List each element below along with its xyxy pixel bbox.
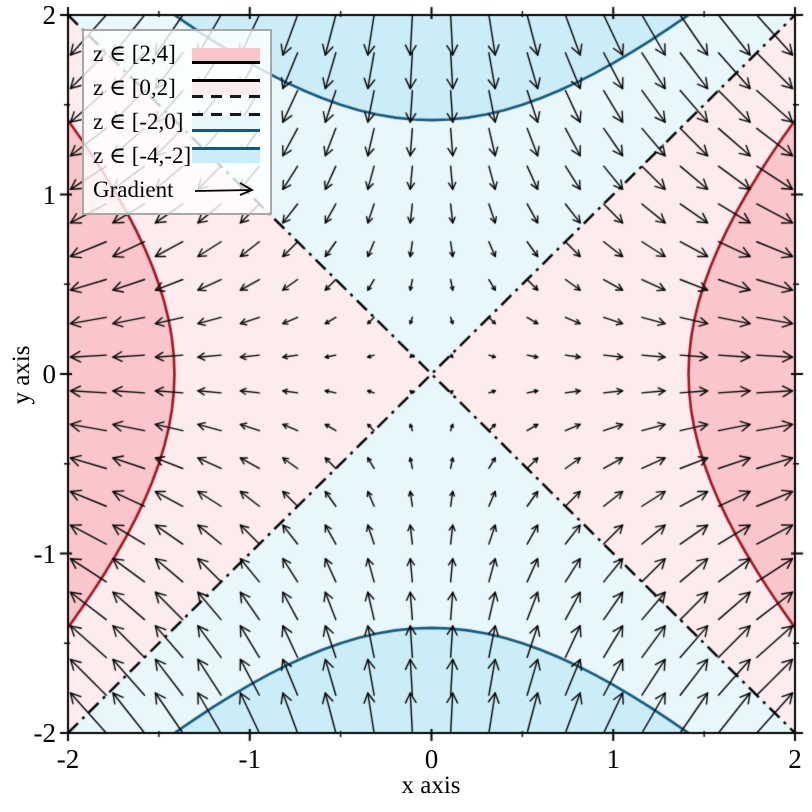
- legend-interval-swatch: [192, 146, 260, 166]
- y-tick-label: 2: [42, 0, 57, 30]
- legend-item-z-0-2: z ∈ [0,2]: [93, 71, 260, 105]
- y-axis-title: y axis: [8, 345, 35, 405]
- legend-label: z ∈ [0,2]: [93, 75, 176, 100]
- legend-item-gradient: Gradient: [93, 173, 260, 207]
- legend-interval-swatch: [192, 112, 260, 132]
- x-tick-label: -1: [238, 744, 262, 774]
- legend-label: Gradient: [93, 177, 174, 202]
- x-tick-label: 2: [788, 744, 802, 774]
- y-tick-label: 0: [42, 359, 57, 389]
- legend-item-z-m4-m2: z ∈ [-4,-2]: [93, 139, 260, 173]
- x-axis-title: x axis: [401, 772, 461, 799]
- plot-legend: z ∈ [2,4] z ∈ [0,2] z ∈ [-2,0] z ∈ [-4,-…: [82, 29, 272, 215]
- legend-label: z ∈ [-2,0]: [93, 109, 184, 134]
- legend-item-z-2-4: z ∈ [2,4]: [93, 37, 260, 71]
- gradient-arrow-icon: [192, 179, 260, 201]
- legend-label: z ∈ [2,4]: [93, 41, 176, 66]
- y-tick-label: -1: [33, 538, 57, 569]
- legend-interval-swatch: [192, 45, 260, 64]
- x-tick-label: -2: [56, 744, 80, 774]
- legend-label: z ∈ [-4,-2]: [93, 143, 192, 168]
- legend-item-z-m2-0: z ∈ [-2,0]: [93, 105, 260, 139]
- y-tick-label: 1: [42, 179, 57, 210]
- y-tick-label: -2: [33, 718, 57, 748]
- x-tick-label: 0: [424, 744, 439, 774]
- x-tick-label: 1: [606, 744, 621, 774]
- legend-interval-swatch: [192, 78, 260, 98]
